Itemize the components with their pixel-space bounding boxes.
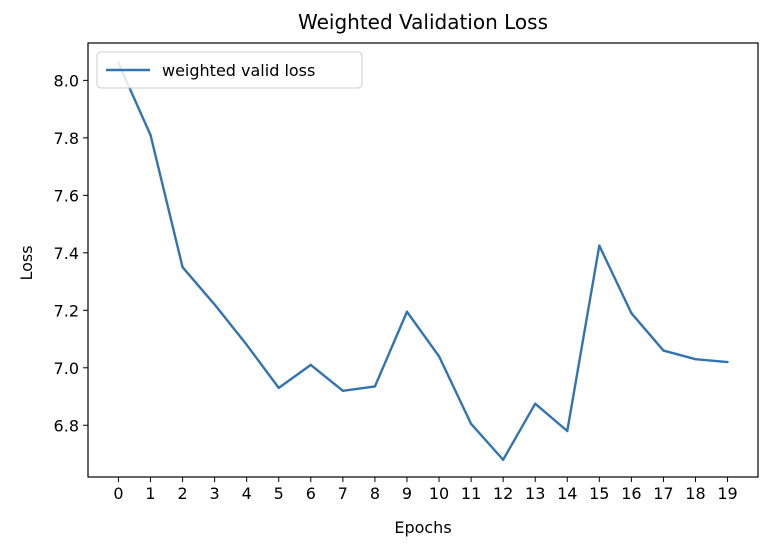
y-axis: 6.8 7.0 7.2 7.4 7.6 7.8 8.0 <box>54 71 88 435</box>
y-tick-label: 8.0 <box>54 71 79 90</box>
series-layer <box>117 61 729 461</box>
x-tick-label: 10 <box>429 484 449 503</box>
y-axis-label: Loss <box>17 245 36 280</box>
data-point <box>694 357 697 361</box>
x-tick-label: 6 <box>306 484 316 503</box>
x-tick-label: 19 <box>717 484 737 503</box>
data-point <box>662 349 665 352</box>
data-point <box>469 422 473 426</box>
x-tick-label: 16 <box>621 484 641 503</box>
data-point <box>598 244 601 247</box>
legend-label: weighted valid loss <box>162 61 315 80</box>
data-point <box>534 402 537 405</box>
x-tick-label: 1 <box>145 484 155 503</box>
data-point <box>437 355 441 358</box>
x-tick-label: 7 <box>338 484 348 503</box>
chart-title: Weighted Validation Loss <box>298 10 548 34</box>
data-point <box>181 265 184 269</box>
data-point <box>566 429 569 433</box>
x-tick-label: 13 <box>525 484 545 503</box>
y-tick-label: 6.8 <box>54 416 79 435</box>
data-point <box>341 389 345 392</box>
x-tick-label: 4 <box>242 484 252 503</box>
x-tick-label: 2 <box>177 484 187 503</box>
data-point <box>405 310 409 313</box>
data-point <box>373 385 377 388</box>
x-axis: 0 1 2 3 4 5 6 7 8 9 10 11 12 13 14 15 16 17 18 19 <box>113 477 738 503</box>
x-tick-label: 12 <box>493 484 513 503</box>
data-point <box>501 458 505 461</box>
x-tick-label: 0 <box>113 484 123 503</box>
x-tick-label: 9 <box>402 484 412 503</box>
plot-frame <box>87 42 759 478</box>
x-tick-label: 15 <box>589 484 609 503</box>
legend: weighted valid loss <box>96 51 363 89</box>
series-line <box>117 62 728 461</box>
x-tick-label: 11 <box>461 484 481 503</box>
x-axis-label: Epochs <box>394 518 451 537</box>
data-point <box>245 343 248 346</box>
legend-box <box>96 51 363 89</box>
y-tick-label: 7.2 <box>54 301 79 320</box>
plot-area <box>87 42 759 478</box>
data-point <box>309 363 312 367</box>
x-tick-label: 18 <box>685 484 705 503</box>
data-point <box>726 360 729 364</box>
y-tick-label: 7.8 <box>54 129 79 148</box>
x-tick-label: 5 <box>274 484 284 503</box>
data-point <box>277 386 280 390</box>
y-tick-label: 7.6 <box>54 186 79 205</box>
data-point <box>630 311 633 315</box>
x-tick-label: 8 <box>370 484 380 503</box>
x-tick-label: 14 <box>557 484 577 503</box>
data-point <box>149 133 152 137</box>
y-tick-label: 7.0 <box>54 359 79 378</box>
x-tick-label: 17 <box>653 484 673 503</box>
y-tick-label: 7.4 <box>54 244 79 263</box>
data-point <box>213 303 216 306</box>
x-tick-label: 3 <box>210 484 220 503</box>
